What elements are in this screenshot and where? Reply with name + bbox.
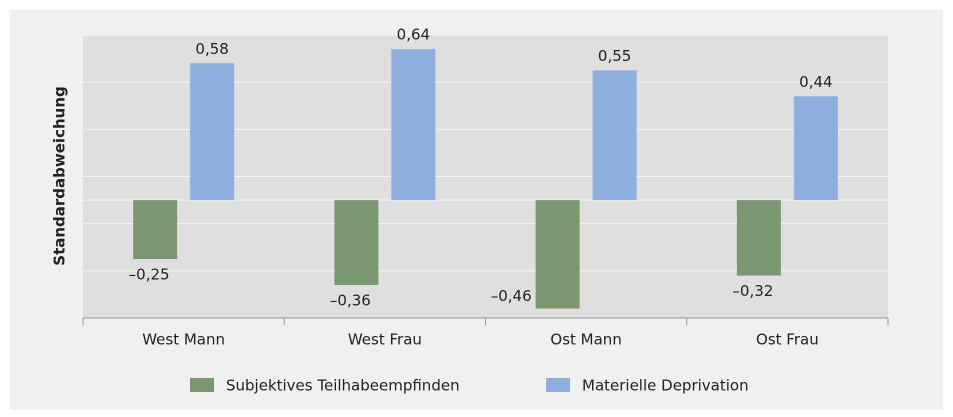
legend-label: Materielle Deprivation	[582, 377, 749, 395]
bar	[391, 49, 436, 201]
legend-label: Subjektives Teilhabeempfinden	[226, 377, 460, 395]
bar	[334, 200, 379, 285]
x-tick-label: West Mann	[142, 331, 225, 349]
value-label: 0,44	[799, 73, 832, 91]
bar	[190, 63, 235, 201]
legend-swatch	[546, 378, 570, 392]
bar	[535, 200, 580, 309]
legend-swatch	[190, 378, 214, 392]
value-label: –0,46	[491, 287, 532, 305]
bar	[592, 70, 637, 201]
y-axis-label: Standardabweichung	[51, 86, 69, 265]
bar	[793, 96, 838, 201]
x-tick-label: West Frau	[348, 331, 422, 349]
value-label: 0,58	[195, 40, 228, 58]
bar	[736, 200, 781, 276]
value-label: –0,36	[330, 291, 371, 309]
value-label: –0,32	[732, 282, 773, 300]
value-label: 0,55	[598, 47, 631, 65]
x-tick-label: Ost Mann	[550, 331, 621, 349]
value-label: –0,25	[129, 266, 170, 284]
value-label: 0,64	[397, 26, 430, 44]
bar	[133, 200, 178, 260]
x-tick-label: Ost Frau	[756, 331, 819, 349]
